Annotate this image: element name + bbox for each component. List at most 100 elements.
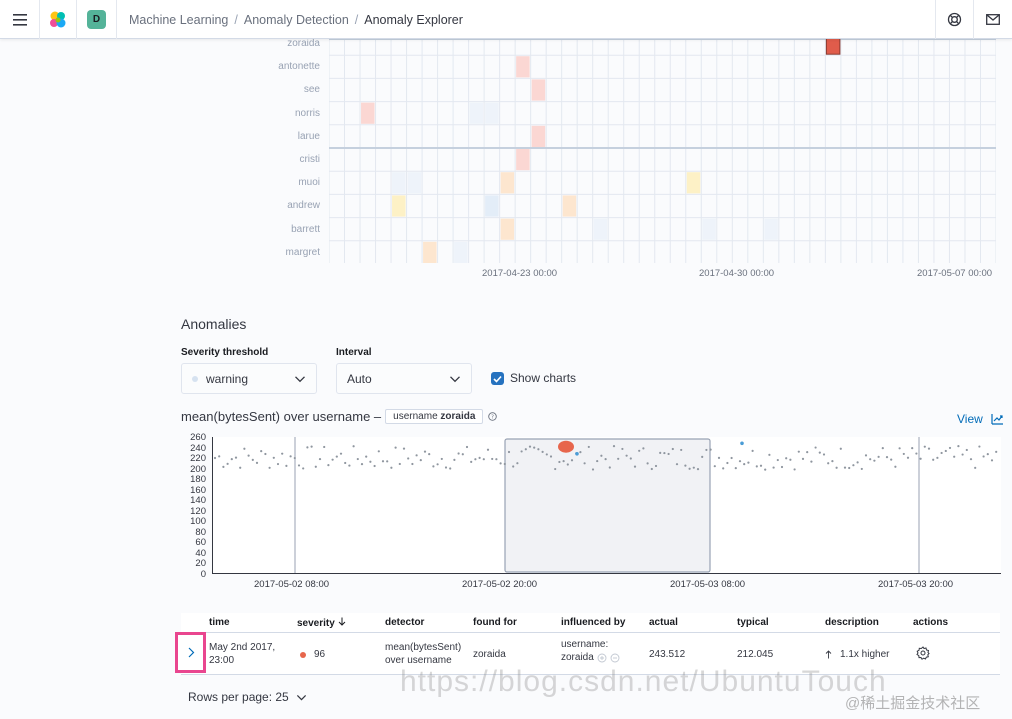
data-point bbox=[234, 456, 238, 459]
data-point bbox=[453, 458, 456, 461]
data-point bbox=[839, 447, 842, 450]
swimlane-cell bbox=[454, 241, 468, 263]
data-point bbox=[856, 461, 859, 464]
interval-value: Auto bbox=[347, 371, 372, 386]
breadcrumb-anomaly-detection[interactable]: Anomaly Detection bbox=[243, 12, 349, 27]
data-point bbox=[671, 447, 674, 451]
swimlane-row-label[interactable]: norris bbox=[294, 107, 320, 119]
swimlane-cell bbox=[392, 172, 406, 194]
header-time[interactable]: time bbox=[209, 617, 230, 628]
expand-row-button[interactable] bbox=[175, 632, 206, 673]
interval-select[interactable]: Auto bbox=[336, 363, 472, 394]
swimlane-row-label[interactable]: zoraida bbox=[287, 38, 320, 49]
swimlane-cell bbox=[825, 39, 841, 55]
data-point bbox=[633, 465, 637, 468]
help-button[interactable] bbox=[936, 0, 973, 39]
show-charts-label[interactable]: Show charts bbox=[510, 371, 577, 385]
show-charts-checkbox[interactable] bbox=[491, 372, 504, 385]
data-point bbox=[843, 466, 847, 469]
mail-icon bbox=[985, 14, 1000, 25]
header-detector[interactable]: detector bbox=[385, 617, 425, 628]
data-point bbox=[243, 447, 246, 450]
data-point bbox=[558, 460, 561, 464]
swimlane-row-label[interactable]: larue bbox=[297, 130, 320, 142]
data-point bbox=[667, 452, 670, 456]
data-point bbox=[327, 464, 330, 467]
data-point bbox=[713, 465, 716, 468]
data-point bbox=[835, 466, 838, 469]
swimlane-cell bbox=[485, 102, 499, 124]
severity-threshold-select[interactable]: warning bbox=[181, 363, 317, 394]
info-icon[interactable]: ? bbox=[488, 412, 498, 421]
header-influenced-by[interactable]: influenced by bbox=[561, 617, 626, 628]
low-anomaly-marker bbox=[740, 441, 744, 446]
header-severity[interactable]: severity bbox=[297, 617, 346, 629]
data-point bbox=[822, 453, 826, 456]
data-point bbox=[751, 449, 754, 452]
data-point bbox=[978, 445, 981, 448]
newsfeed-button[interactable] bbox=[974, 0, 1011, 39]
data-point bbox=[680, 448, 683, 452]
header-description[interactable]: description bbox=[825, 617, 879, 628]
actions-gear-button[interactable] bbox=[916, 646, 930, 664]
table-row: May 2nd 2017, 23:00 96 mean(bytesSent) ove… bbox=[175, 632, 1000, 675]
swimlane-heatmap[interactable] bbox=[329, 39, 996, 263]
filter-minus-icon[interactable] bbox=[610, 653, 620, 663]
data-point bbox=[738, 460, 742, 463]
data-point bbox=[285, 464, 288, 467]
data-point bbox=[419, 458, 422, 462]
breadcrumb: Machine Learning / Anomaly Detection / A… bbox=[129, 12, 463, 27]
header-actions: actions bbox=[913, 617, 949, 628]
data-point bbox=[302, 467, 305, 470]
data-point bbox=[507, 450, 511, 454]
view-link[interactable]: View bbox=[957, 412, 1004, 426]
anomaly-chart[interactable] bbox=[212, 437, 1001, 577]
data-point bbox=[974, 466, 977, 469]
data-point bbox=[218, 455, 221, 458]
anomaly-marker bbox=[558, 440, 574, 453]
swimlane-row-label[interactable]: antonette bbox=[278, 61, 320, 73]
data-point bbox=[591, 468, 595, 471]
breadcrumb-ml[interactable]: Machine Learning bbox=[129, 12, 229, 27]
space-selector[interactable]: D bbox=[77, 0, 116, 39]
menu-button[interactable] bbox=[0, 0, 39, 39]
chart-y-tick-label: 140 bbox=[190, 495, 206, 507]
data-point bbox=[638, 449, 641, 452]
header-found-for[interactable]: found for bbox=[473, 617, 517, 628]
rows-per-page-selector[interactable]: Rows per page: 25 bbox=[188, 690, 307, 704]
data-point bbox=[692, 466, 695, 469]
filter-plus-icon[interactable] bbox=[597, 653, 607, 663]
data-point bbox=[554, 467, 557, 471]
swimlane-cell bbox=[423, 241, 437, 263]
data-point bbox=[398, 462, 401, 466]
swimlane-row-label[interactable]: margret bbox=[285, 246, 320, 258]
swimlane-row-label[interactable]: andrew bbox=[287, 200, 320, 212]
data-point bbox=[869, 458, 872, 461]
data-point bbox=[919, 457, 922, 460]
data-point bbox=[818, 451, 821, 454]
data-point bbox=[394, 446, 397, 449]
swimlane-row-label[interactable]: see bbox=[303, 84, 320, 96]
data-point bbox=[306, 446, 309, 449]
data-point bbox=[995, 450, 998, 453]
data-point bbox=[948, 446, 952, 450]
swimlane-row-label[interactable]: muoi bbox=[298, 177, 320, 189]
data-point bbox=[297, 464, 301, 467]
data-point bbox=[780, 465, 784, 469]
header-typical[interactable]: typical bbox=[737, 617, 769, 628]
header-actual[interactable]: actual bbox=[649, 617, 678, 628]
swimlane-row-label[interactable]: barrett bbox=[291, 223, 320, 235]
data-point bbox=[566, 463, 569, 466]
data-point bbox=[709, 448, 712, 451]
data-point bbox=[528, 445, 532, 448]
data-point bbox=[646, 462, 649, 465]
data-point bbox=[356, 457, 359, 461]
data-point bbox=[293, 456, 296, 460]
swimlane-row-label[interactable]: cristi bbox=[299, 154, 320, 165]
top-nav-bar: D Machine Learning / Anomaly Detection /… bbox=[0, 0, 1012, 39]
watermark-logo-text: @稀土掘金技术社区 bbox=[845, 695, 981, 712]
elastic-logo[interactable] bbox=[40, 0, 76, 39]
severity-threshold-label: Severity threshold bbox=[181, 347, 269, 358]
chart-x-tick-label: 2017-05-02 08:00 bbox=[254, 579, 330, 590]
chart-y-tick-label: 160 bbox=[190, 484, 206, 496]
